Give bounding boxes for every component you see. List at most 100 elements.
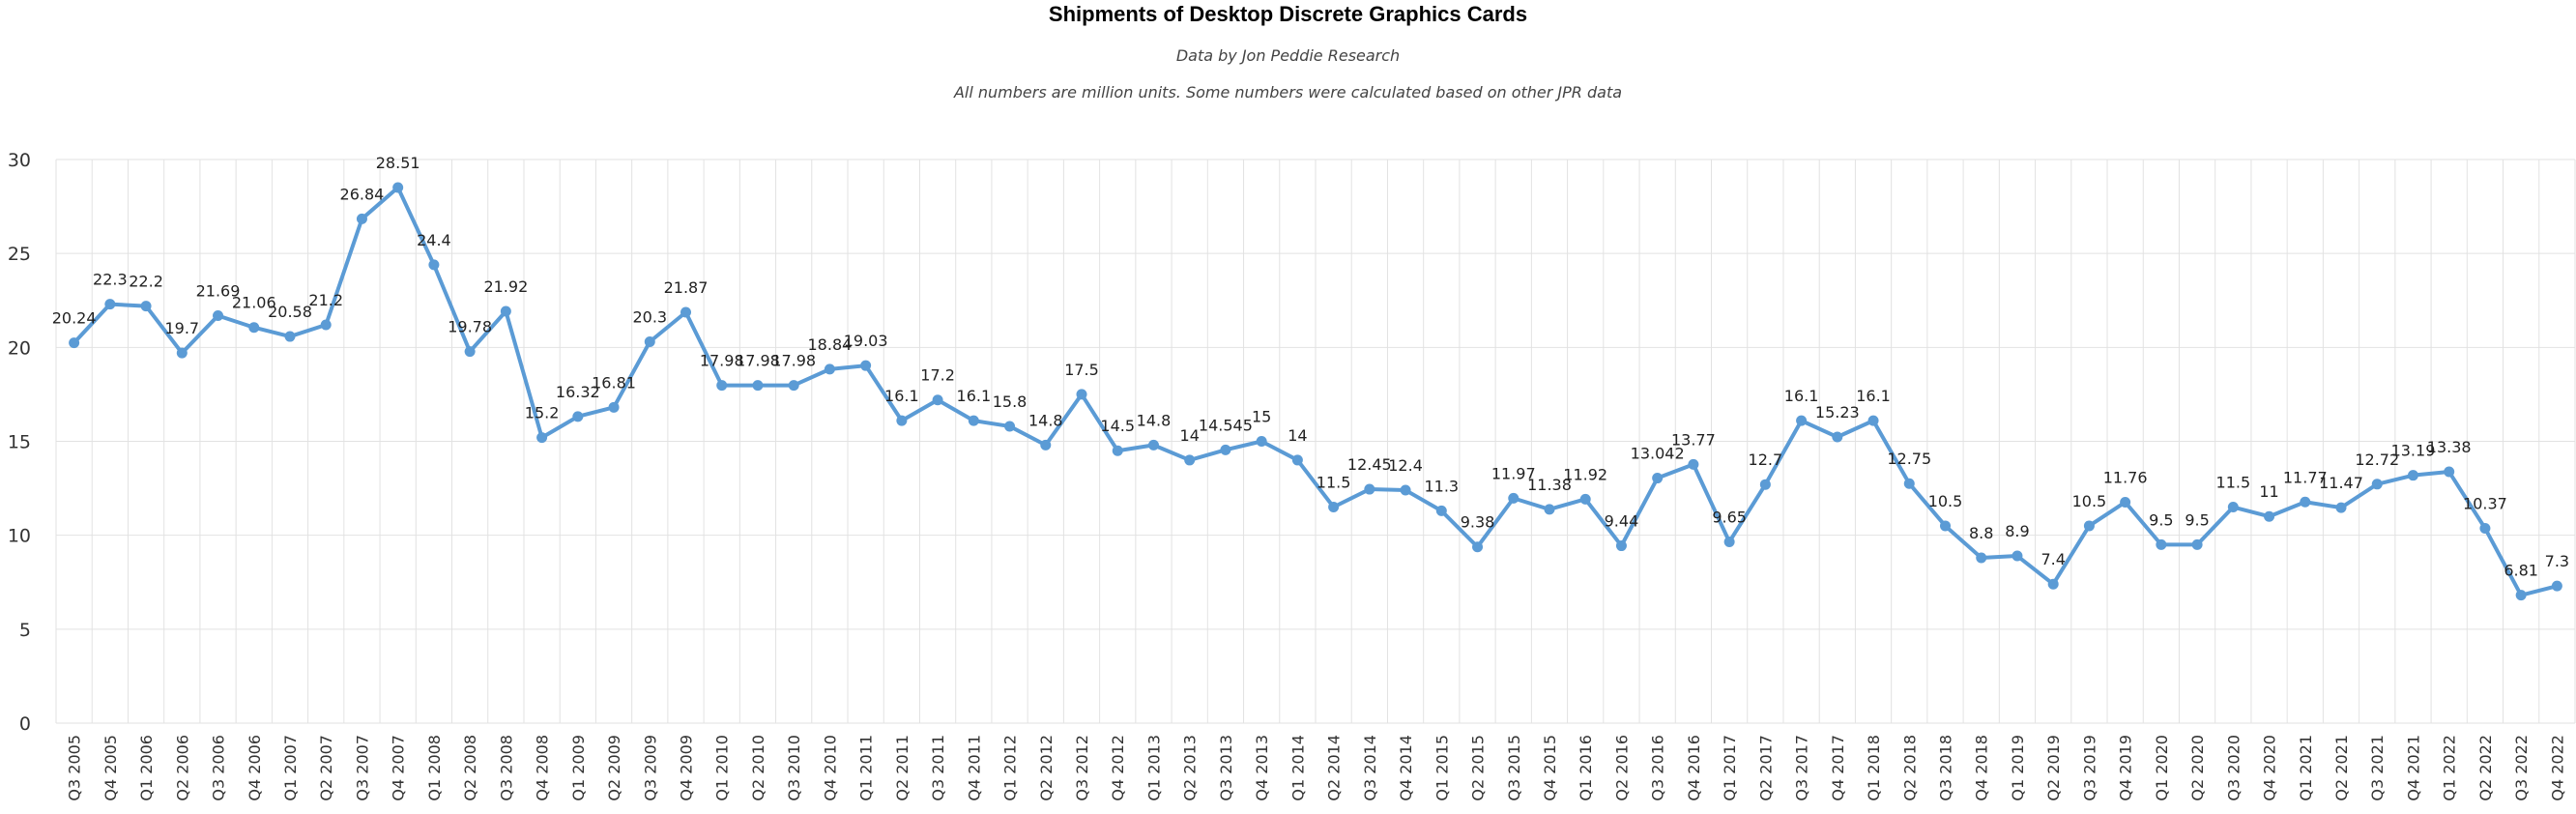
y-tick-label: 0 xyxy=(19,713,31,735)
data-label: 14.545 xyxy=(1199,416,1253,434)
data-label: 21.2 xyxy=(308,291,343,309)
data-point xyxy=(1147,439,1159,451)
data-point xyxy=(860,360,872,371)
data-point xyxy=(428,259,440,271)
x-tick-label: Q3 2015 xyxy=(1505,735,1523,801)
x-tick-label: Q3 2017 xyxy=(1793,735,1811,801)
data-point xyxy=(1400,484,1411,496)
x-tick-label: Q1 2008 xyxy=(425,735,444,801)
data-point xyxy=(644,336,655,348)
chart-note: All numbers are million units. Some numb… xyxy=(953,83,1623,102)
x-tick-label: Q1 2009 xyxy=(569,735,588,801)
x-tick-label: Q1 2006 xyxy=(137,735,156,801)
x-tick-label: Q4 2007 xyxy=(390,735,408,801)
data-label: 11.47 xyxy=(2319,474,2363,492)
data-label: 9.44 xyxy=(1605,512,1639,531)
data-label: 21.69 xyxy=(196,281,241,300)
data-point xyxy=(1940,520,1951,532)
x-tick-label: Q2 2017 xyxy=(1756,735,1775,801)
data-label: 15.23 xyxy=(1815,403,1860,422)
data-label: 10.5 xyxy=(1928,492,1963,510)
data-point xyxy=(788,380,799,392)
data-label: 6.81 xyxy=(2504,562,2538,580)
data-point xyxy=(464,346,476,358)
data-point xyxy=(2264,510,2275,522)
data-point xyxy=(2515,590,2527,601)
x-tick-label: Q3 2006 xyxy=(210,735,228,801)
data-point xyxy=(140,301,152,312)
data-point xyxy=(1796,415,1808,426)
data-label: 11.92 xyxy=(1563,465,1607,483)
data-label: 24.4 xyxy=(417,231,451,249)
y-tick-label: 10 xyxy=(8,526,31,547)
y-tick-label: 30 xyxy=(8,150,31,171)
x-tick-label: Q3 2020 xyxy=(2224,735,2243,801)
x-tick-label: Q2 2015 xyxy=(1469,735,1488,801)
x-tick-label: Q3 2005 xyxy=(66,735,84,801)
data-point xyxy=(2156,538,2167,550)
data-label: 11.5 xyxy=(2216,474,2251,492)
x-tick-label: Q1 2015 xyxy=(1433,735,1451,801)
x-tick-label: Q4 2009 xyxy=(678,735,696,801)
gridlines xyxy=(55,159,2576,724)
data-point xyxy=(2300,496,2311,508)
x-tick-label: Q2 2006 xyxy=(173,735,191,801)
data-point xyxy=(1004,421,1016,432)
data-point xyxy=(2335,502,2347,513)
data-label: 8.9 xyxy=(2005,522,2029,540)
x-tick-label: Q2 2018 xyxy=(1900,735,1919,801)
data-point xyxy=(248,322,260,334)
data-label: 20.58 xyxy=(268,303,312,321)
x-tick-label: Q4 2022 xyxy=(2548,735,2566,801)
data-point xyxy=(824,363,835,375)
data-point xyxy=(1291,454,1303,466)
data-point xyxy=(1903,478,1915,489)
x-tick-label: Q2 2009 xyxy=(605,735,623,801)
y-tick-label: 15 xyxy=(8,432,31,453)
data-point xyxy=(1184,454,1196,466)
data-label: 11.38 xyxy=(1527,476,1572,494)
series-line xyxy=(72,185,2560,597)
data-point xyxy=(968,415,979,426)
y-tick-label: 5 xyxy=(19,620,31,641)
x-tick-label: Q4 2021 xyxy=(2404,735,2422,801)
x-tick-label: Q4 2015 xyxy=(1541,735,1559,801)
data-label: 26.84 xyxy=(340,185,385,203)
data-label: 9.38 xyxy=(1461,513,1495,532)
data-point xyxy=(2012,550,2023,562)
data-label: 14.8 xyxy=(1137,411,1172,429)
chart-subtitle: Data by Jon Peddie Research xyxy=(1175,46,1401,65)
data-point xyxy=(1832,431,1843,443)
x-tick-label: Q4 2018 xyxy=(1973,735,1991,801)
data-point xyxy=(1435,505,1447,516)
x-tick-label: Q2 2016 xyxy=(1612,735,1631,801)
x-tick-label: Q3 2007 xyxy=(353,735,371,801)
x-tick-label: Q1 2012 xyxy=(1001,735,1020,801)
x-tick-label: Q1 2021 xyxy=(2297,735,2315,801)
data-point xyxy=(1364,483,1375,495)
data-label: 14 xyxy=(1180,426,1200,445)
data-label: 17.5 xyxy=(1064,361,1099,379)
x-tick-label: Q4 2016 xyxy=(1685,735,1703,801)
data-point xyxy=(1544,504,1555,515)
x-tick-label: Q1 2022 xyxy=(2441,735,2459,801)
data-label: 16.1 xyxy=(1856,387,1891,405)
x-tick-label: Q1 2014 xyxy=(1288,735,1307,801)
data-point xyxy=(1579,493,1591,505)
data-point xyxy=(320,319,332,331)
data-label: 18.84 xyxy=(808,335,853,354)
data-point xyxy=(680,306,691,318)
x-tick-label: Q3 2018 xyxy=(1937,735,1955,801)
data-point xyxy=(1328,502,1340,513)
data-label: 20.3 xyxy=(632,308,667,327)
data-label: 17.2 xyxy=(920,366,955,385)
data-point xyxy=(536,432,548,444)
x-tick-label: Q1 2007 xyxy=(281,735,300,801)
data-label: 17.98 xyxy=(700,352,744,370)
data-point xyxy=(1867,415,1879,426)
data-point xyxy=(284,331,296,342)
y-tick-label: 20 xyxy=(8,337,31,359)
data-point xyxy=(716,380,728,392)
data-label: 10.5 xyxy=(2072,492,2107,510)
